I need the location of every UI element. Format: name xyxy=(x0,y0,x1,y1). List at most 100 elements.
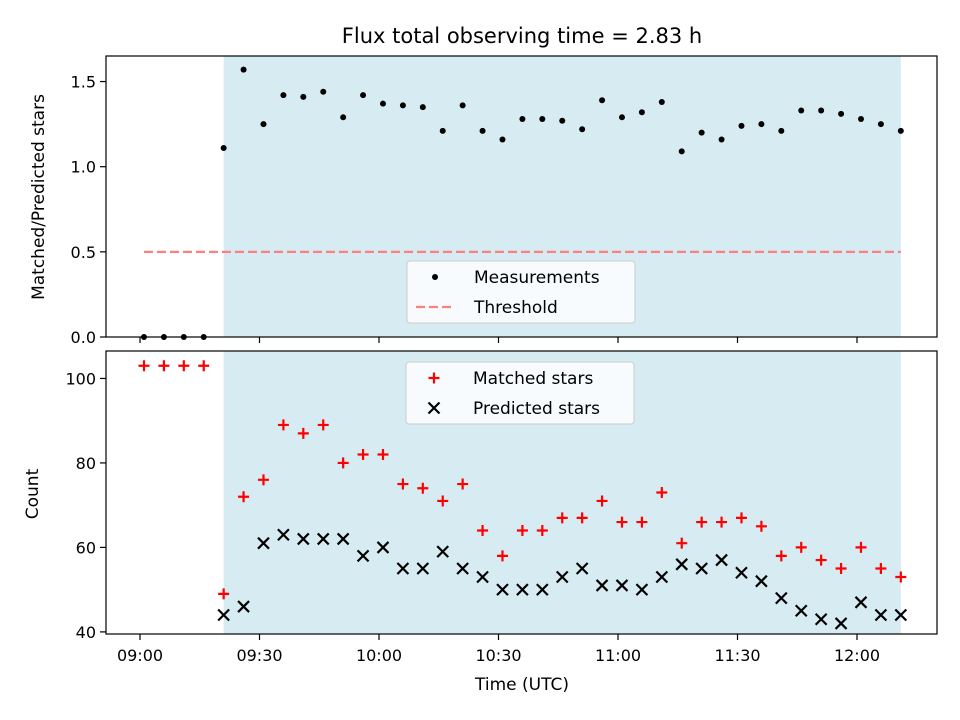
predicted-star-point xyxy=(715,553,728,567)
measurement-point xyxy=(658,98,665,105)
measurement-point xyxy=(718,136,725,143)
measurement-point xyxy=(838,110,845,117)
legend-marker-measurements xyxy=(432,274,438,280)
matched-star-point xyxy=(536,525,548,537)
x-axis-label: Time (UTC) xyxy=(474,675,569,695)
matched-star-point xyxy=(417,482,429,494)
measurement-point xyxy=(379,100,386,107)
predicted-star-point xyxy=(755,574,768,588)
measurement-point xyxy=(459,102,466,109)
measurement-point xyxy=(678,148,685,155)
measurement-point xyxy=(439,127,446,134)
predicted-star-point xyxy=(595,579,609,592)
measurement-point xyxy=(857,116,864,123)
legend-marker-matched xyxy=(428,372,440,384)
chart-title: Flux total observing time = 2.83 h xyxy=(342,24,702,48)
matched-star-point xyxy=(716,516,728,528)
measurement-point xyxy=(300,93,307,100)
matched-star-point xyxy=(656,487,668,498)
matched-star-point xyxy=(596,495,608,507)
matched-star-point xyxy=(218,588,230,600)
predicted-star-point xyxy=(775,591,788,605)
predicted-star-point xyxy=(496,583,509,596)
measurement-point xyxy=(818,107,825,114)
matched-star-point xyxy=(357,448,369,460)
matched-star-point xyxy=(516,525,528,537)
predicted-star-point xyxy=(356,549,370,563)
predicted-star-point xyxy=(436,545,450,558)
legend: Measurements Threshold xyxy=(406,260,636,324)
matched-star-point xyxy=(457,478,469,490)
measurement-point xyxy=(399,102,406,109)
x-tick-label: 10:30 xyxy=(475,646,521,665)
measurement-point xyxy=(798,107,805,114)
y-tick-label: 1.5 xyxy=(71,73,96,92)
matched-star-point xyxy=(815,554,827,566)
measurement-point xyxy=(877,121,884,128)
measurement-point xyxy=(618,114,625,121)
matched-star-point xyxy=(496,550,508,562)
measurement-point xyxy=(758,121,765,128)
top-panel: 0.0 0.5 1.0 1.5 Measurements Threshold xyxy=(71,55,938,347)
predicted-star-point xyxy=(675,558,689,571)
predicted-star-point xyxy=(536,583,549,596)
legend-box xyxy=(405,361,635,425)
predicted-star-point xyxy=(735,566,748,580)
y-tick-label: 0.5 xyxy=(71,243,96,262)
matched-star-point xyxy=(755,520,767,532)
measurement-point xyxy=(738,122,745,129)
predicted-star-point xyxy=(297,532,310,546)
matched-star-point xyxy=(337,457,349,469)
predicted-star-point xyxy=(376,541,390,554)
predicted-star-point xyxy=(316,532,330,546)
predicted-star-point xyxy=(695,562,708,575)
measurement-point xyxy=(220,144,227,151)
matched-star-point xyxy=(158,360,170,372)
predicted-star-point xyxy=(794,604,808,618)
y-tick-label: 100 xyxy=(65,369,96,388)
matched-star-point xyxy=(616,516,628,528)
predicted-star-point xyxy=(575,562,589,575)
matched-star-point xyxy=(477,525,489,537)
matched-star-point xyxy=(397,478,409,490)
matched-star-point xyxy=(795,541,807,553)
matched-star-point xyxy=(576,512,588,524)
legend-label: Measurements xyxy=(474,268,600,288)
matched-star-point xyxy=(895,571,907,583)
matched-star-point xyxy=(735,512,747,524)
x-tick-label: 09:30 xyxy=(236,646,282,665)
legend-box xyxy=(406,260,636,324)
measurement-point xyxy=(499,136,506,143)
predicted-star-point xyxy=(516,583,529,596)
measurement-point xyxy=(280,92,287,99)
predicted-star-point xyxy=(456,562,469,575)
x-tick-label: 09:00 xyxy=(117,646,163,665)
measurement-point xyxy=(539,116,546,123)
legend-label: Predicted stars xyxy=(473,399,600,419)
predicted-star-point xyxy=(237,600,250,613)
matched-star-point xyxy=(437,495,449,507)
y-tick-label: 40 xyxy=(76,623,96,642)
legend-marker-predicted xyxy=(427,401,441,415)
measurement-point xyxy=(897,127,904,134)
measurement-point xyxy=(579,126,586,133)
matched-star-point xyxy=(696,516,708,528)
top-ylabel: Matched/Predicted stars xyxy=(29,94,49,300)
measurement-point xyxy=(559,117,566,124)
bottom-panel: 40 60 80 100 09:00 09:30 10:00 10:30 11:00 11:30 1… xyxy=(65,350,938,665)
predicted-star-point xyxy=(894,608,908,622)
predicted-star-point xyxy=(277,528,290,542)
predicted-star-point xyxy=(396,562,410,575)
measurement-point xyxy=(419,104,426,111)
legend: Matched stars Predicted stars xyxy=(405,361,635,425)
matched-star-point xyxy=(835,563,847,575)
matched-star-point xyxy=(377,448,389,460)
measurement-point xyxy=(260,121,267,128)
predicted-star-point xyxy=(555,570,569,584)
matched-star-point xyxy=(257,474,269,486)
measurement-point xyxy=(320,88,327,95)
y-tick-label: 60 xyxy=(76,538,96,557)
x-tick-label: 10:00 xyxy=(356,646,402,665)
axes-frame xyxy=(105,55,938,338)
measurement-point xyxy=(360,92,367,99)
